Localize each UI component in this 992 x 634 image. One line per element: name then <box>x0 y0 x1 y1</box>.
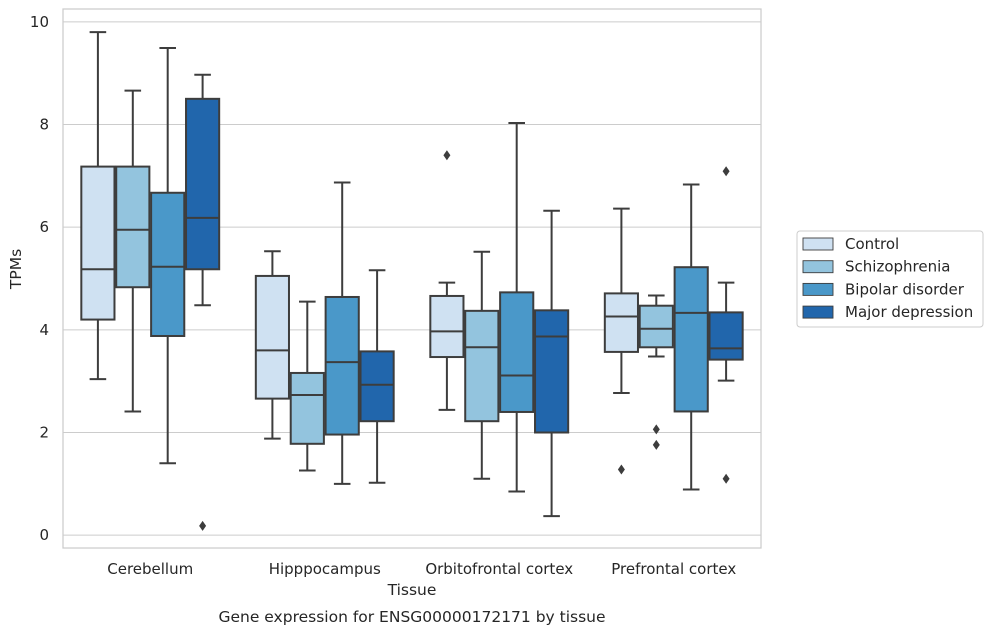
box-prefrontal-cortex-control <box>603 207 639 475</box>
box-iqr <box>499 291 535 413</box>
box-iqr <box>150 191 186 337</box>
box-cerebellum-schizophrenia <box>115 89 151 413</box>
box-cerebellum-control <box>80 31 116 381</box>
legend-item-schizophrenia: Schizophrenia <box>802 258 950 276</box>
chart-caption: Gene expression for ENSG00000172171 by t… <box>218 608 605 626</box>
legend-label: Control <box>845 235 899 253</box>
y-tick-label: 10 <box>30 13 49 31</box>
outlier-point <box>199 520 207 531</box>
box-iqr <box>359 350 395 423</box>
legend-label: Bipolar disorder <box>845 280 965 298</box>
box-iqr <box>324 295 360 436</box>
box-prefrontal-cortex-major-depression <box>708 166 744 484</box>
box-iqr <box>534 309 570 434</box>
box-iqr <box>429 294 465 359</box>
box-orbitofrontal-cortex-bipolar-disorder <box>499 121 535 493</box>
box-prefrontal-cortex-schizophrenia <box>638 294 674 450</box>
box-hipppocampus-control <box>254 250 290 440</box>
legend-item-major-depression: Major depression <box>802 303 973 321</box>
box-prefrontal-cortex-bipolar-disorder <box>673 183 709 491</box>
legend-swatch <box>802 282 834 296</box>
box-iqr <box>254 274 290 400</box>
x-tick-labels: Cerebellum Hipppocampus Orbitofrontal cort… <box>107 560 736 578</box>
y-tick-label: 8 <box>39 116 49 134</box>
box-cerebellum-bipolar-disorder <box>150 47 186 465</box>
outlier-point <box>722 166 730 177</box>
x-tick-label: Prefrontal cortex <box>611 560 736 578</box>
outlier-point <box>617 464 625 475</box>
x-axis-label: Tissue <box>387 581 437 599</box>
box-iqr <box>673 266 709 413</box>
x-tick-label: Orbitofrontal cortex <box>425 560 573 578</box>
y-axis-label: TPMs <box>7 249 25 290</box>
y-tick-label: 0 <box>39 526 49 544</box>
box-orbitofrontal-cortex-major-depression <box>534 209 570 518</box>
x-tick-label: Hipppocampus <box>269 560 381 578</box>
box-iqr <box>289 371 325 445</box>
box-iqr <box>603 292 639 353</box>
y-tick-label: 6 <box>39 218 49 236</box>
boxes <box>80 31 744 531</box>
box-cerebellum-major-depression <box>185 73 221 531</box>
box-orbitofrontal-cortex-control <box>429 150 465 411</box>
outlier-point <box>652 424 660 435</box>
box-iqr <box>80 165 116 321</box>
outlier-point <box>722 473 730 484</box>
y-tick-label: 2 <box>39 424 49 442</box>
box-iqr <box>185 97 221 271</box>
legend: Control Schizophrenia Bipolar disorder Majo… <box>796 230 984 328</box>
box-iqr <box>708 311 744 361</box>
plot-border <box>62 8 762 549</box>
legend-frame <box>796 230 984 328</box>
box-iqr <box>464 309 500 423</box>
box-hipppocampus-bipolar-disorder <box>324 181 360 485</box>
legend-swatch <box>802 305 834 319</box>
y-tick-label: 4 <box>39 321 49 339</box>
box-orbitofrontal-cortex-schizophrenia <box>464 250 500 480</box>
legend-item-bipolar-disorder: Bipolar disorder <box>802 280 965 298</box>
legend-item-control: Control <box>802 235 899 253</box>
outlier-point <box>443 150 451 161</box>
x-tick-label: Cerebellum <box>107 560 193 578</box>
y-tick-labels: 0 2 4 6 8 10 <box>30 13 49 544</box>
plot-frame <box>62 8 762 549</box>
box-hipppocampus-major-depression <box>359 269 395 484</box>
legend-label: Major depression <box>845 303 973 321</box>
legend-swatch <box>802 260 834 274</box>
box-iqr <box>638 304 674 349</box>
legend-swatch <box>802 237 834 251</box>
legend-label: Schizophrenia <box>845 258 950 276</box>
box-hipppocampus-schizophrenia <box>289 300 325 472</box>
outlier-point <box>652 439 660 450</box>
box-iqr <box>115 165 151 289</box>
